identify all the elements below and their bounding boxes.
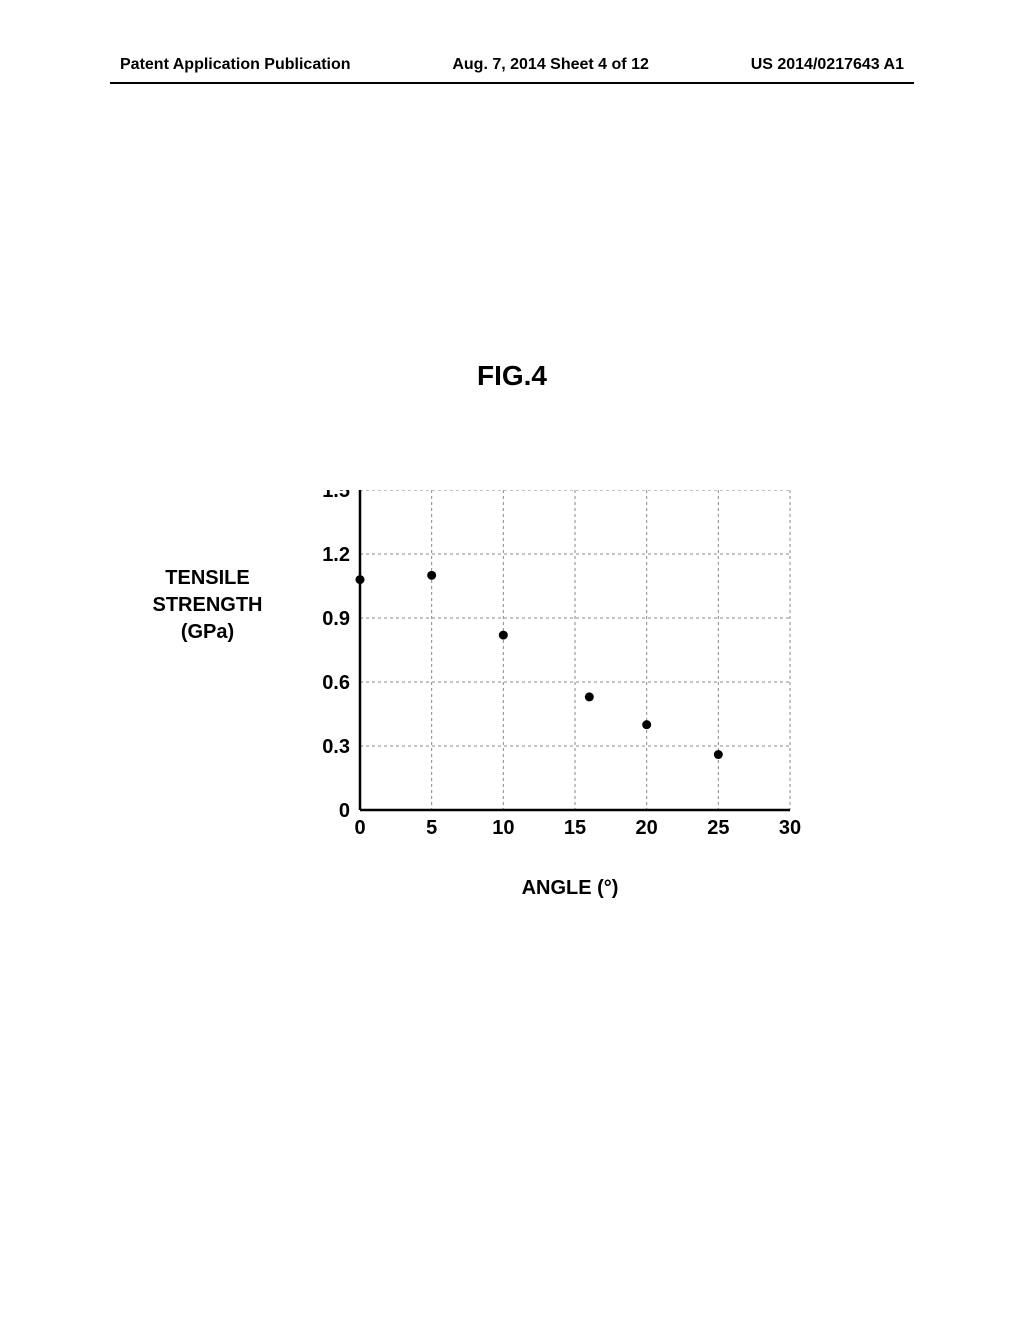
page-header: Patent Application Publication Aug. 7, 2… bbox=[0, 56, 1024, 74]
svg-text:0.9: 0.9 bbox=[322, 608, 350, 630]
svg-text:0: 0 bbox=[354, 817, 365, 839]
svg-text:0.6: 0.6 bbox=[322, 672, 350, 694]
ylabel-line1: TENSILE bbox=[150, 565, 265, 592]
ylabel-line2: STRENGTH bbox=[150, 592, 265, 619]
svg-text:30: 30 bbox=[779, 817, 801, 839]
svg-text:15: 15 bbox=[564, 817, 586, 839]
y-axis-label: TENSILE STRENGTH (GPa) bbox=[150, 565, 265, 646]
svg-text:0.3: 0.3 bbox=[322, 736, 350, 758]
ylabel-line3: (GPa) bbox=[150, 619, 265, 646]
svg-text:5: 5 bbox=[426, 817, 437, 839]
chart-svg: 0 5 10 15 20 25 30 0 0.3 0.6 0.9 1.2 1.5 bbox=[320, 490, 820, 870]
svg-text:1.5: 1.5 bbox=[322, 490, 350, 502]
header-right: US 2014/0217643 A1 bbox=[751, 56, 904, 74]
svg-text:20: 20 bbox=[636, 817, 658, 839]
header-center: Aug. 7, 2014 Sheet 4 of 12 bbox=[452, 56, 649, 74]
chart-container: TENSILE STRENGTH (GPa) 05101520253000.30… bbox=[170, 470, 850, 890]
figure-title: FIG.4 bbox=[0, 360, 1024, 392]
svg-text:25: 25 bbox=[707, 817, 729, 839]
header-rule bbox=[110, 82, 914, 84]
plot-area: 05101520253000.30.60.91.21.5 bbox=[320, 490, 820, 810]
header-left: Patent Application Publication bbox=[120, 56, 351, 74]
svg-text:1.2: 1.2 bbox=[322, 544, 350, 566]
x-axis-label: ANGLE (°) bbox=[320, 877, 820, 900]
svg-text:0: 0 bbox=[339, 800, 350, 822]
svg-text:10: 10 bbox=[492, 817, 514, 839]
